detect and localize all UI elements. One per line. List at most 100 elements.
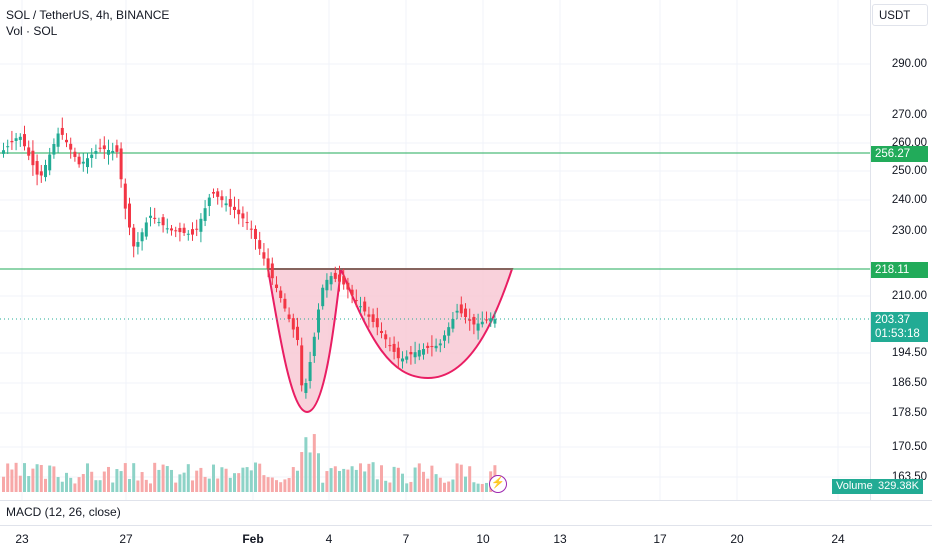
volume-bar — [81, 474, 85, 492]
volume-bar — [157, 469, 161, 492]
candle-body — [2, 150, 5, 154]
volume-bars — [2, 434, 497, 492]
candle-body — [392, 343, 396, 352]
candle-body — [346, 282, 350, 290]
candle-body — [350, 289, 354, 296]
price-tick-label: 186.50 — [891, 377, 927, 389]
candle-body — [132, 227, 136, 247]
volume-bar — [283, 479, 287, 492]
candle-body — [296, 326, 299, 340]
price-axis[interactable]: 290.00 270.00 260.00 250.00 240.00 230.00 210.… — [870, 0, 932, 500]
candle-body — [329, 276, 333, 285]
candle-body — [258, 240, 262, 249]
volume-bar — [413, 467, 417, 492]
candle-body — [275, 284, 278, 288]
level-badge-upper: 256.27 — [871, 146, 928, 162]
volume-bar — [136, 480, 140, 492]
candle-body — [128, 203, 131, 228]
candle-body — [459, 304, 463, 314]
volume-bar — [207, 478, 211, 492]
volume-bar — [6, 463, 10, 492]
candle-body — [56, 133, 60, 147]
candle-body — [476, 323, 480, 331]
macd-legend[interactable]: MACD (12, 26, close) — [6, 505, 121, 519]
volume-bar — [472, 482, 476, 492]
candle-body — [312, 336, 316, 357]
volume-legend[interactable]: Vol · SOL — [6, 24, 58, 38]
price-chart[interactable] — [0, 0, 870, 500]
macd-pane[interactable]: MACD (12, 26, close) — [0, 500, 932, 526]
candle-body — [422, 349, 425, 355]
candle-body — [153, 217, 157, 219]
volume-bar — [241, 467, 245, 492]
candle-body — [191, 229, 194, 235]
candle-body — [233, 206, 236, 210]
volume-bar — [300, 452, 304, 492]
volume-bar — [464, 476, 467, 492]
volume-bar — [144, 479, 148, 492]
time-axis[interactable]: 23 27 Feb 4 7 10 13 17 20 24 — [0, 525, 932, 551]
candle-body — [380, 330, 383, 333]
volume-bar — [363, 471, 367, 492]
candle-body — [417, 350, 421, 357]
volume-bar — [35, 464, 39, 492]
volume-bar — [443, 482, 446, 492]
volume-bar — [254, 462, 257, 492]
candle-body — [266, 258, 270, 269]
candle-body — [262, 252, 266, 259]
price-tick-label: 230.00 — [891, 225, 927, 237]
volume-bar — [212, 464, 215, 492]
volume-bar — [375, 479, 379, 492]
volume-bar — [350, 466, 354, 492]
candle-body — [455, 310, 459, 313]
volume-bar — [111, 482, 115, 492]
volume-bar — [94, 480, 98, 492]
volume-bar — [359, 463, 362, 492]
volume-bar — [27, 476, 31, 492]
volume-bar — [128, 478, 131, 492]
candle-body — [308, 362, 312, 382]
candle-body — [438, 343, 442, 346]
volume-bar — [2, 476, 5, 492]
volume-bar — [371, 462, 375, 492]
volume-label-tag: Volume — [832, 479, 877, 494]
volume-bar — [161, 464, 165, 492]
candle-body — [480, 321, 484, 325]
currency-button[interactable]: USDT — [872, 4, 928, 26]
time-tick-label: 4 — [325, 532, 333, 546]
candle-body — [52, 144, 56, 155]
volume-bar — [258, 463, 262, 492]
time-tick-label: 23 — [15, 532, 29, 546]
candle-body — [220, 196, 224, 201]
volume-bar — [31, 468, 35, 492]
candle-body — [413, 352, 417, 358]
candle-body — [371, 314, 375, 322]
candle-body — [287, 314, 291, 319]
candle-body — [212, 192, 215, 194]
volume-bar — [434, 474, 438, 492]
candle-body — [140, 232, 144, 242]
volume-bar — [237, 473, 241, 492]
candle-body — [472, 316, 476, 325]
flash-icon[interactable]: ⚡ — [489, 475, 507, 493]
candle-body — [60, 127, 64, 135]
volume-bar — [52, 466, 56, 492]
price-tick-label: 250.00 — [891, 165, 927, 177]
candle-body — [279, 290, 283, 298]
current-price-badge: 203.37 — [871, 312, 928, 328]
candle-body — [165, 228, 169, 230]
candle-body — [81, 161, 85, 164]
candle-body — [228, 199, 232, 207]
symbol-legend[interactable]: SOL / TetherUS, 4h, BINANCE — [6, 8, 170, 22]
volume-bar — [291, 467, 295, 492]
time-tick-label: 10 — [476, 532, 490, 546]
volume-bar — [178, 474, 182, 492]
candle-body — [44, 165, 47, 178]
candle-body — [216, 191, 220, 197]
candle-body — [195, 228, 199, 230]
candle-body — [27, 147, 31, 156]
candle-body — [48, 154, 52, 171]
candle-body — [178, 228, 182, 233]
candle-body — [283, 298, 287, 309]
candle-body — [98, 147, 102, 149]
